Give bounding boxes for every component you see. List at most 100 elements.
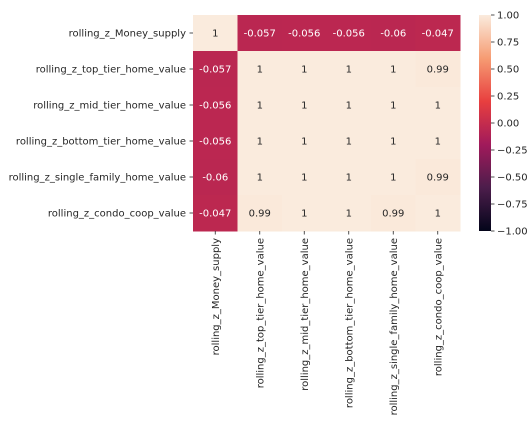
cell-value-label: 1 bbox=[346, 209, 352, 220]
heatmap-cell bbox=[237, 87, 283, 124]
cell-value-label: 1 bbox=[390, 65, 396, 76]
heatmap-cell bbox=[415, 87, 461, 124]
cell-value-label: 1 bbox=[346, 173, 352, 184]
heatmap-cell bbox=[282, 87, 327, 124]
heatmap-annotations: 1 -0.057 -0.056 -0.056 -0.06 -0.047 -0.057 1 1 1 1… bbox=[199, 29, 454, 220]
heatmap-cell bbox=[326, 159, 372, 196]
cell-value-label: 0.99 bbox=[427, 65, 449, 76]
heatmap-cell bbox=[326, 123, 372, 160]
heatmap-cell bbox=[282, 195, 327, 232]
heatmap-cell bbox=[371, 195, 416, 232]
cell-value-label: 1 bbox=[301, 173, 307, 184]
cell-value-label: 0.99 bbox=[427, 173, 449, 184]
colorbar-tick-label: 0.00 bbox=[497, 119, 519, 130]
heatmap-cell bbox=[282, 123, 327, 160]
cell-value-label: 1 bbox=[257, 65, 263, 76]
column-tick-label: rolling_z_mid_tier_home_value bbox=[300, 238, 311, 391]
colorbar-tick-label: 0.25 bbox=[497, 92, 519, 103]
heatmap-cell bbox=[371, 15, 416, 52]
heatmap-cell bbox=[326, 15, 372, 52]
heatmap-cell bbox=[371, 123, 416, 160]
heatmap-cell bbox=[237, 159, 283, 196]
cell-value-label: 1 bbox=[257, 101, 263, 112]
heatmap-cell bbox=[415, 159, 461, 196]
row-tick-label: rolling_z_bottom_tier_home_value bbox=[16, 137, 186, 148]
colorbar-tick-label: 1.00 bbox=[497, 11, 519, 22]
cell-value-label: 1 bbox=[301, 65, 307, 76]
column-tick-labels: rolling_z_Money_supply rolling_z_top_tier… bbox=[211, 231, 444, 415]
heatmap-cell bbox=[371, 51, 416, 88]
cell-value-label: 1 bbox=[346, 101, 352, 112]
cell-value-label: -0.047 bbox=[422, 29, 454, 40]
cell-value-label: 1 bbox=[435, 137, 441, 148]
cell-value-label: -0.06 bbox=[202, 173, 228, 184]
colorbar-tick-label: −0.50 bbox=[497, 173, 528, 184]
heatmap-cell bbox=[193, 87, 238, 124]
heatmap-cell bbox=[282, 15, 327, 52]
row-tick-labels: rolling_z_Money_supply rolling_z_top_tier… bbox=[9, 29, 193, 220]
heatmap-cell bbox=[326, 51, 372, 88]
heatmap-cell bbox=[415, 195, 461, 232]
heatmap-cell bbox=[237, 123, 283, 160]
cell-value-label: -0.06 bbox=[380, 29, 406, 40]
colorbar-tick-label: 0.75 bbox=[497, 38, 519, 49]
heatmap-cell bbox=[237, 195, 283, 232]
cell-value-label: 1 bbox=[435, 209, 441, 220]
heatmap-cell bbox=[193, 159, 238, 196]
cell-value-label: 1 bbox=[301, 209, 307, 220]
cell-value-label: 1 bbox=[346, 65, 352, 76]
row-tick-label: rolling_z_condo_coop_value bbox=[48, 209, 186, 220]
cell-value-label: 1 bbox=[390, 173, 396, 184]
cell-value-label: -0.047 bbox=[199, 209, 231, 220]
cell-value-label: 1 bbox=[257, 137, 263, 148]
row-tick-label: rolling_z_top_tier_home_value bbox=[36, 65, 186, 76]
heatmap-cell bbox=[237, 51, 283, 88]
cell-value-label: 1 bbox=[301, 101, 307, 112]
heatmap-cell bbox=[415, 51, 461, 88]
cell-value-label: -0.056 bbox=[288, 29, 320, 40]
column-tick-label: rolling_z_bottom_tier_home_value bbox=[344, 238, 355, 408]
heatmap-cell bbox=[282, 159, 327, 196]
heatmap-cell bbox=[237, 15, 283, 52]
heatmap-cell bbox=[371, 159, 416, 196]
heatmap-cell bbox=[193, 15, 238, 52]
cell-value-label: 1 bbox=[301, 137, 307, 148]
colorbar: 1.00 0.75 0.50 0.25 0.00 −0.25 −0.50 −0.75 −1.00 bbox=[479, 11, 528, 238]
heatmap-cell bbox=[371, 87, 416, 124]
cell-value-label: -0.056 bbox=[199, 137, 231, 148]
colorbar-gradient bbox=[479, 15, 491, 231]
cell-value-label: 1 bbox=[257, 173, 263, 184]
heatmap-cells bbox=[193, 15, 461, 232]
heatmap-cell bbox=[415, 123, 461, 160]
cell-value-label: -0.056 bbox=[333, 29, 365, 40]
cell-value-label: 1 bbox=[390, 137, 396, 148]
heatmap-cell bbox=[326, 195, 372, 232]
cell-value-label: 1 bbox=[346, 137, 352, 148]
cell-value-label: 0.99 bbox=[249, 209, 271, 220]
cell-value-label: -0.057 bbox=[199, 65, 231, 76]
heatmap-cell bbox=[326, 87, 372, 124]
column-tick-label: rolling_z_single_family_home_value bbox=[389, 238, 400, 415]
colorbar-tick-label: −0.75 bbox=[497, 200, 528, 211]
colorbar-tick-label: 0.50 bbox=[497, 65, 519, 76]
cell-value-label: 1 bbox=[435, 101, 441, 112]
heatmap-cell bbox=[193, 51, 238, 88]
column-tick-label: rolling_z_Money_supply bbox=[211, 238, 222, 355]
row-tick-label: rolling_z_Money_supply bbox=[69, 29, 186, 40]
cell-value-label: 0.99 bbox=[382, 209, 404, 220]
cell-value-label: 1 bbox=[212, 29, 218, 40]
heatmap-cell bbox=[415, 15, 461, 52]
colorbar-tick-label: −0.25 bbox=[497, 146, 528, 157]
cell-value-label: 1 bbox=[390, 101, 396, 112]
heatmap-cell bbox=[193, 195, 238, 232]
column-tick-label: rolling_z_condo_coop_value bbox=[433, 238, 444, 376]
row-tick-label: rolling_z_single_family_home_value bbox=[9, 173, 186, 184]
cell-value-label: -0.057 bbox=[244, 29, 276, 40]
cell-value-label: -0.056 bbox=[199, 101, 231, 112]
colorbar-tick-label: −1.00 bbox=[497, 227, 528, 238]
heatmap-cell bbox=[282, 51, 327, 88]
heatmap-cell bbox=[193, 123, 238, 160]
row-tick-label: rolling_z_mid_tier_home_value bbox=[33, 101, 186, 112]
column-tick-label: rolling_z_top_tier_home_value bbox=[255, 238, 266, 388]
